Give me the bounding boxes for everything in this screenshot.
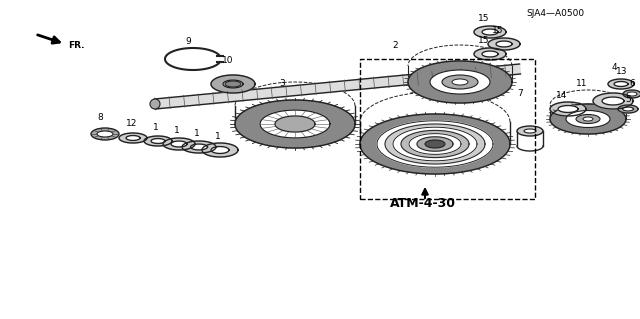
Text: 15: 15 [478, 14, 490, 23]
Text: 9: 9 [185, 37, 191, 46]
Polygon shape [385, 124, 485, 164]
Polygon shape [558, 106, 578, 113]
Text: 14: 14 [556, 91, 568, 100]
Polygon shape [618, 105, 638, 113]
Polygon shape [182, 141, 216, 153]
Polygon shape [235, 100, 355, 148]
Text: 1: 1 [215, 132, 221, 141]
Text: FR.: FR. [68, 41, 84, 49]
Polygon shape [260, 110, 330, 138]
Text: 1: 1 [174, 126, 180, 135]
Bar [360, 59, 535, 199]
Polygon shape [482, 51, 498, 57]
Text: 7: 7 [517, 89, 523, 98]
Polygon shape [623, 107, 634, 111]
Ellipse shape [150, 99, 160, 109]
Text: 13: 13 [616, 67, 628, 76]
Polygon shape [496, 41, 512, 47]
Polygon shape [550, 104, 626, 134]
Polygon shape [163, 138, 195, 150]
Polygon shape [393, 127, 477, 161]
Text: 1: 1 [194, 129, 200, 138]
Polygon shape [593, 93, 633, 109]
Polygon shape [211, 75, 255, 93]
Polygon shape [191, 144, 207, 150]
Ellipse shape [524, 129, 536, 133]
Polygon shape [202, 143, 238, 157]
Polygon shape [408, 61, 512, 103]
Ellipse shape [452, 79, 468, 85]
Polygon shape [377, 121, 493, 167]
Polygon shape [119, 133, 147, 143]
Polygon shape [409, 134, 461, 154]
Text: 12: 12 [126, 119, 138, 128]
Ellipse shape [517, 126, 543, 136]
Polygon shape [550, 102, 586, 116]
Text: 1: 1 [153, 123, 159, 132]
Polygon shape [151, 138, 165, 144]
Polygon shape [417, 137, 453, 151]
Text: 15: 15 [478, 36, 490, 45]
Polygon shape [211, 146, 229, 153]
Ellipse shape [97, 131, 113, 137]
Ellipse shape [442, 75, 478, 89]
Ellipse shape [566, 110, 610, 128]
Polygon shape [602, 97, 624, 105]
Polygon shape [474, 26, 506, 38]
Polygon shape [126, 136, 140, 140]
Text: 4: 4 [611, 63, 617, 72]
Text: 6: 6 [629, 79, 635, 88]
Ellipse shape [623, 90, 640, 98]
Polygon shape [482, 29, 498, 35]
Text: 3: 3 [279, 79, 285, 88]
Polygon shape [223, 80, 243, 88]
Ellipse shape [225, 81, 241, 87]
Text: 5: 5 [625, 95, 631, 104]
Polygon shape [360, 114, 510, 174]
Text: 15: 15 [492, 26, 504, 35]
Text: SJA4—A0500: SJA4—A0500 [526, 10, 584, 19]
Text: 2: 2 [392, 41, 398, 50]
Polygon shape [154, 64, 520, 109]
Ellipse shape [627, 92, 637, 96]
Polygon shape [614, 81, 628, 86]
Ellipse shape [425, 140, 445, 148]
Text: 10: 10 [222, 56, 234, 65]
Text: ATM-4-30: ATM-4-30 [390, 197, 456, 210]
Polygon shape [401, 130, 469, 158]
Ellipse shape [430, 70, 490, 94]
Ellipse shape [576, 115, 600, 123]
Polygon shape [608, 79, 634, 89]
Text: 8: 8 [97, 113, 103, 122]
Polygon shape [275, 116, 315, 132]
Polygon shape [488, 38, 520, 50]
Polygon shape [171, 141, 187, 147]
Polygon shape [144, 136, 172, 146]
Text: 11: 11 [576, 79, 588, 88]
Ellipse shape [583, 117, 593, 121]
Polygon shape [474, 48, 506, 60]
Ellipse shape [91, 128, 119, 140]
